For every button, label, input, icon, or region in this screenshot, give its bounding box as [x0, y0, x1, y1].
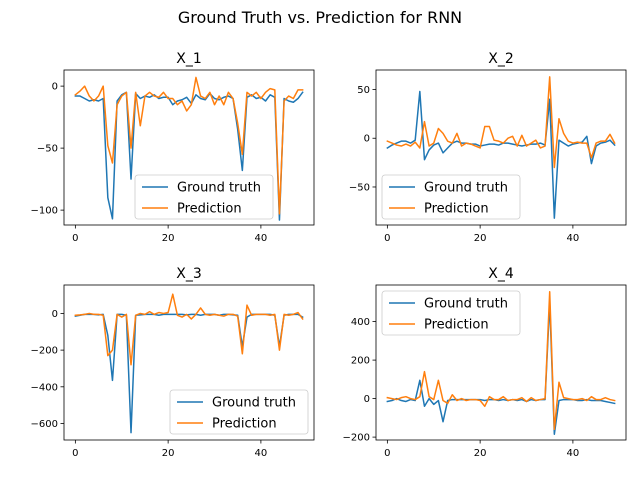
y-tick-label: −50 — [37, 144, 58, 155]
legend-label: Ground truth — [424, 181, 508, 196]
subplot-title: X_3 — [176, 266, 202, 282]
x-tick-label: 40 — [567, 448, 580, 459]
figure-suptitle: Ground Truth vs. Prediction for RNN — [178, 8, 462, 27]
x-tick-label: 20 — [162, 448, 175, 459]
legend-label: Prediction — [424, 318, 489, 333]
legend: Ground truth Prediction — [381, 290, 521, 336]
series-line-prediction — [74, 76, 304, 215]
y-tick-label: −200 — [31, 346, 58, 357]
y-tick-label: 50 — [357, 85, 370, 96]
legend: Ground truth Prediction — [134, 174, 274, 220]
series-line-ground-truth — [74, 91, 304, 221]
y-tick-label: 0 — [364, 394, 370, 405]
subplot-2: X_2 0 20 40 −50 0 50 Ground truth Prediction — [349, 51, 627, 244]
axes-frame — [63, 69, 315, 226]
x-tick-label: 40 — [255, 448, 268, 459]
y-tick-label: −100 — [31, 206, 58, 217]
y-tick-label: −600 — [31, 419, 58, 430]
axes-frame — [63, 284, 315, 441]
axes-frame — [375, 69, 627, 226]
x-tick-label: 0 — [384, 233, 390, 244]
x-tick-label: 20 — [474, 448, 487, 459]
axes-frame — [375, 284, 627, 441]
subplot-4: X_4 0 20 40 −200 0 200 400 Ground truth Predictio… — [343, 266, 627, 459]
y-tick-label: −200 — [343, 433, 370, 444]
legend-box — [381, 174, 521, 220]
legend: Ground truth Prediction — [169, 389, 309, 435]
legend-label: Ground truth — [424, 297, 508, 312]
series-line-prediction — [386, 290, 616, 431]
x-tick-label: 20 — [162, 233, 175, 244]
legend-box — [169, 389, 309, 435]
y-tick-label: 400 — [351, 317, 370, 328]
y-tick-label: 200 — [351, 356, 370, 367]
series-line-prediction — [74, 293, 304, 366]
series-line-ground-truth — [386, 90, 616, 219]
subplot-3: X_3 0 20 40 −600 −400 −200 0 Ground truth Predict… — [31, 266, 315, 459]
x-tick-label: 20 — [474, 233, 487, 244]
legend-box — [381, 290, 521, 336]
series-line-ground-truth — [386, 301, 616, 435]
legend-label: Ground truth — [177, 181, 261, 196]
legend-label: Ground truth — [212, 396, 296, 411]
y-tick-label: 0 — [52, 309, 58, 320]
x-tick-label: 40 — [567, 233, 580, 244]
legend-box — [134, 174, 274, 220]
subplot-title: X_1 — [176, 51, 202, 67]
legend-label: Prediction — [177, 202, 242, 217]
legend-label: Prediction — [212, 417, 277, 432]
series-line-prediction — [386, 76, 616, 169]
x-tick-label: 0 — [384, 448, 390, 459]
y-tick-label: −400 — [31, 382, 58, 393]
subplot-title: X_4 — [488, 266, 514, 282]
y-tick-label: 0 — [52, 82, 58, 93]
x-tick-label: 0 — [72, 233, 78, 244]
legend-label: Prediction — [424, 202, 489, 217]
y-tick-label: 0 — [364, 134, 370, 145]
subplot-1: X_1 0 20 40 −100 −50 0 Ground truth Prediction — [31, 51, 315, 244]
y-tick-label: −50 — [349, 182, 370, 193]
legend: Ground truth Prediction — [381, 174, 521, 220]
x-tick-label: 0 — [72, 448, 78, 459]
subplot-title: X_2 — [488, 51, 514, 67]
x-tick-label: 40 — [255, 233, 268, 244]
